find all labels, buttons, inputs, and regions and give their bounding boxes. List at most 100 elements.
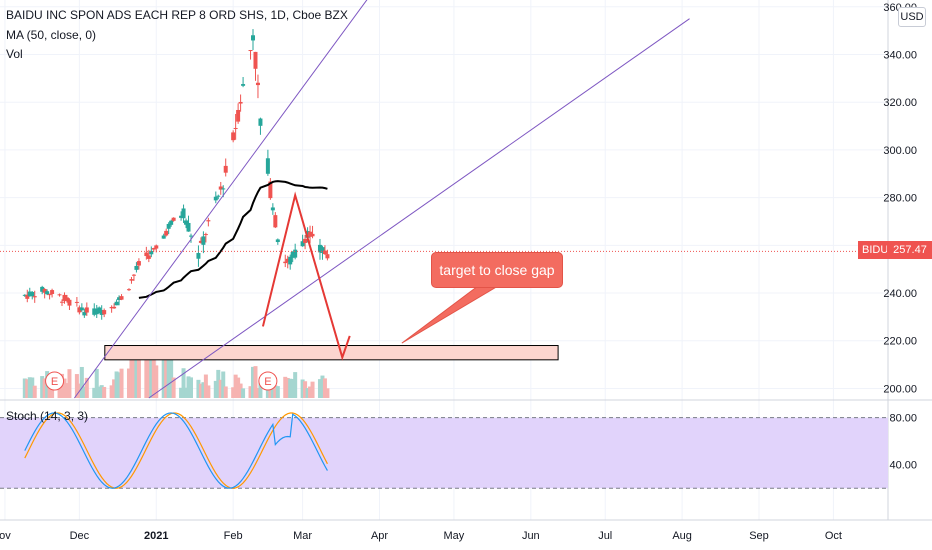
price-tick-label: 220.00	[883, 336, 917, 348]
candle-body	[112, 306, 117, 309]
candle-body	[169, 220, 174, 225]
stoch-d-line	[24, 412, 328, 489]
candle-body	[109, 307, 114, 309]
volume-bar	[293, 372, 298, 398]
volume-bar	[82, 386, 87, 398]
candle-body	[310, 233, 315, 237]
candle-body	[196, 253, 201, 259]
last-price-tag: 257.47	[887, 241, 932, 259]
volume-bar	[47, 383, 52, 398]
candle-body	[181, 208, 186, 219]
candle-body	[22, 294, 27, 296]
volume-bar	[305, 388, 310, 398]
volume-bar	[241, 388, 246, 398]
price-tick-label: 340.00	[883, 49, 917, 61]
candle-body	[47, 294, 52, 296]
time-tick-label: Sep	[749, 530, 769, 542]
candle-body	[238, 101, 243, 104]
volume-bar	[146, 354, 151, 398]
candle-body	[30, 291, 35, 297]
candle-body	[293, 249, 298, 258]
candle-body	[45, 291, 50, 295]
candle-body	[317, 244, 322, 253]
volume-bar	[290, 379, 295, 398]
candle-body	[303, 238, 308, 243]
candle-body	[146, 255, 151, 259]
volume-bar	[144, 350, 149, 398]
candle-body	[300, 241, 305, 247]
candle-body	[203, 234, 208, 236]
time-tick-label: Dec	[70, 530, 90, 542]
volume-bar	[134, 347, 139, 398]
candle-body	[188, 235, 193, 237]
volume-bar	[201, 382, 206, 398]
candle-body	[206, 220, 211, 222]
volume-bar	[166, 355, 171, 398]
earnings-marker	[45, 371, 65, 391]
volume-bar	[97, 386, 102, 398]
stoch-indicator-label[interactable]: Stoch (14, 3, 3)	[6, 409, 89, 423]
volume-bar	[203, 374, 208, 398]
candle-body	[97, 307, 102, 314]
volume-bar	[181, 368, 186, 398]
candle-body	[231, 132, 236, 141]
volume-bar	[99, 385, 104, 398]
ma-indicator-label[interactable]: MA (50, close, 0)	[6, 28, 97, 42]
volume-bar	[151, 358, 156, 398]
volume-bar	[320, 375, 325, 398]
time-tick-label: Apr	[371, 530, 388, 542]
candle-body	[270, 207, 275, 211]
volume-bar	[67, 369, 72, 398]
volume-bar	[223, 386, 228, 398]
candle-body	[268, 181, 273, 199]
price-tick-label: 240.00	[883, 288, 917, 300]
candle-body	[67, 299, 72, 306]
trend-line	[148, 18, 690, 399]
volume-bar	[154, 365, 159, 398]
volume-bar	[231, 387, 236, 398]
volume-bar	[92, 387, 97, 398]
candle-body	[166, 223, 171, 229]
chart-title: BAIDU INC SPON ADS EACH REP 8 ORD SHS, 1…	[6, 8, 348, 22]
candle-body	[134, 265, 139, 270]
volume-bar	[32, 385, 37, 398]
candle-body	[149, 250, 154, 255]
candle-body	[223, 165, 228, 173]
stoch-tick-label: 40.00	[889, 460, 917, 472]
callout-pointer	[401, 285, 500, 344]
volume-bar	[308, 386, 313, 398]
time-tick-label: Jun	[522, 530, 540, 542]
currency-button[interactable]: USD	[898, 7, 926, 27]
price-tick-label: 200.00	[883, 383, 917, 395]
earnings-marker-label: E	[51, 376, 58, 388]
candle-body	[27, 291, 32, 297]
volume-bar	[213, 380, 218, 398]
volume-indicator-label[interactable]: Vol	[6, 47, 23, 61]
price-tick-label: 320.00	[883, 97, 917, 109]
time-tick-label: ov	[0, 530, 11, 542]
volume-bar	[169, 359, 174, 398]
candle-body	[258, 118, 263, 126]
candle-body	[82, 312, 87, 316]
candle-body	[308, 231, 313, 237]
candle-body	[186, 222, 191, 232]
candle-body	[114, 301, 119, 306]
volume-bar	[255, 387, 260, 398]
volume-bar	[149, 359, 154, 398]
earnings-marker	[258, 371, 278, 391]
candle-body	[320, 247, 325, 253]
volume-bar	[164, 354, 169, 398]
candle-body	[253, 51, 258, 69]
time-tick-label: Feb	[224, 530, 243, 542]
candle-body	[265, 158, 270, 174]
price-tick-label: 300.00	[883, 145, 917, 157]
volume-bar	[79, 366, 84, 398]
volume-bar	[22, 378, 27, 398]
volume-bar	[62, 378, 67, 398]
volume-bar	[74, 374, 79, 398]
annotation-callout[interactable]: target to close gap	[432, 253, 562, 287]
volume-bar	[198, 383, 203, 398]
volume-bar	[179, 387, 184, 398]
candle-body	[184, 220, 189, 225]
